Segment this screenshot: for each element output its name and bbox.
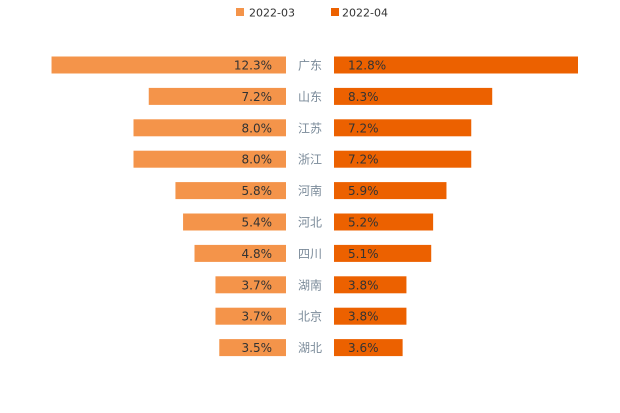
bar-series-2[interactable] [334,87,493,105]
data-label-series-2: 5.2% [348,216,379,230]
bar-series-2[interactable] [334,182,447,200]
data-label-series-1: 12.3% [234,59,272,73]
category-label: 江苏 [298,121,322,135]
data-label-series-2: 3.8% [348,278,379,292]
legend-label-series-2: 2022-04 [342,7,388,20]
bar-series-1[interactable] [194,244,287,262]
bar-series-1[interactable] [175,182,286,200]
category-label: 山东 [298,90,322,104]
category-label: 湖南 [298,277,322,292]
data-label-series-2: 8.3% [348,90,379,104]
category-label: 北京 [298,310,322,324]
legend-label-series-1: 2022-03 [249,7,295,20]
category-label: 河南 [298,183,322,198]
bar-series-1[interactable] [133,150,287,168]
data-label-series-1: 4.8% [242,247,273,261]
data-label-series-1: 3.7% [242,278,273,292]
data-label-series-1: 5.8% [242,184,273,198]
bar-series-1[interactable] [148,87,286,105]
bar-series-1[interactable] [215,307,286,325]
bar-series-2[interactable] [334,119,472,137]
bar-series-2[interactable] [334,150,472,168]
data-label-series-1: 5.4% [242,216,273,230]
bar-series-2[interactable] [334,213,434,231]
bar-series-2[interactable] [334,307,407,325]
legend-swatch-series-1 [236,8,244,16]
plot-area: 广东 12.3% 12.8% 山东 7.2% 8.3% 江苏 8.0% 7.2% 浙江 8.0% 7.… [51,56,578,357]
data-label-series-2: 3.8% [348,310,379,324]
data-label-series-2: 3.6% [348,341,379,355]
data-label-series-1: 8.0% [242,121,273,135]
legend-swatch-series-2 [331,8,339,16]
bar-series-1[interactable] [183,213,286,231]
bar-series-1[interactable] [51,56,286,74]
bar-series-2[interactable] [334,339,403,357]
data-label-series-2: 12.8% [348,59,386,73]
data-label-series-2: 5.1% [348,247,379,261]
category-label: 湖北 [298,340,322,355]
category-label: 广东 [298,59,322,73]
data-label-series-2: 7.2% [348,153,379,167]
bar-series-1[interactable] [215,276,286,294]
data-label-series-1: 3.5% [242,341,273,355]
bar-series-2[interactable] [334,244,432,262]
bar-series-2[interactable] [334,56,578,74]
data-label-series-1: 3.7% [242,310,273,324]
category-label: 浙江 [298,153,322,167]
data-label-series-2: 5.9% [348,184,379,198]
legend-item-series-2[interactable]: 2022-04 [331,7,388,20]
legend-item-series-1[interactable]: 2022-03 [236,7,295,20]
data-label-series-1: 8.0% [242,153,273,167]
category-label: 河北 [298,216,322,230]
bar-series-2[interactable] [334,276,407,294]
legend: 2022-03 2022-04 [236,7,388,20]
category-label: 四川 [298,247,322,261]
bar-series-1[interactable] [133,119,287,137]
data-label-series-2: 7.2% [348,121,379,135]
data-label-series-1: 7.2% [242,90,273,104]
bar-series-1[interactable] [219,339,286,357]
